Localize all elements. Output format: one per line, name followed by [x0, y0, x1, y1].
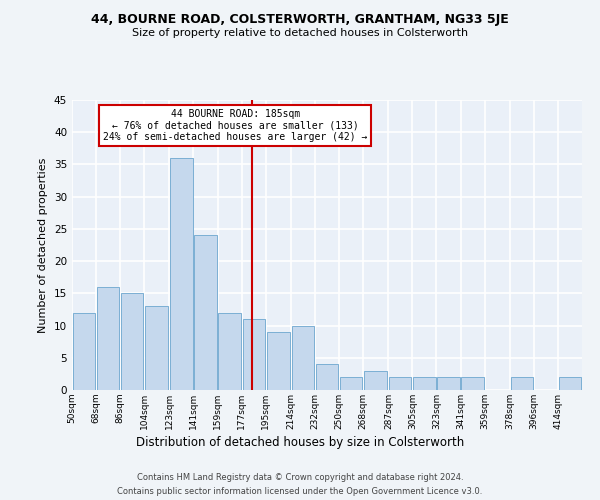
Bar: [218, 312, 241, 390]
Text: Contains HM Land Registry data © Crown copyright and database right 2024.: Contains HM Land Registry data © Crown c…: [137, 473, 463, 482]
Bar: [340, 377, 362, 390]
Bar: [242, 319, 265, 390]
Bar: [266, 332, 290, 390]
Bar: [170, 158, 193, 390]
Bar: [145, 306, 169, 390]
Bar: [437, 377, 460, 390]
Text: 44, BOURNE ROAD, COLSTERWORTH, GRANTHAM, NG33 5JE: 44, BOURNE ROAD, COLSTERWORTH, GRANTHAM,…: [91, 12, 509, 26]
Bar: [73, 312, 95, 390]
Bar: [194, 236, 217, 390]
Bar: [292, 326, 314, 390]
Text: Distribution of detached houses by size in Colsterworth: Distribution of detached houses by size …: [136, 436, 464, 449]
Bar: [559, 377, 581, 390]
Bar: [316, 364, 338, 390]
Bar: [121, 294, 143, 390]
Bar: [97, 287, 119, 390]
Y-axis label: Number of detached properties: Number of detached properties: [38, 158, 49, 332]
Bar: [511, 377, 533, 390]
Bar: [461, 377, 484, 390]
Bar: [413, 377, 436, 390]
Text: 44 BOURNE ROAD: 185sqm
← 76% of detached houses are smaller (133)
24% of semi-de: 44 BOURNE ROAD: 185sqm ← 76% of detached…: [103, 108, 367, 142]
Text: Contains public sector information licensed under the Open Government Licence v3: Contains public sector information licen…: [118, 486, 482, 496]
Bar: [364, 370, 388, 390]
Text: Size of property relative to detached houses in Colsterworth: Size of property relative to detached ho…: [132, 28, 468, 38]
Bar: [389, 377, 412, 390]
